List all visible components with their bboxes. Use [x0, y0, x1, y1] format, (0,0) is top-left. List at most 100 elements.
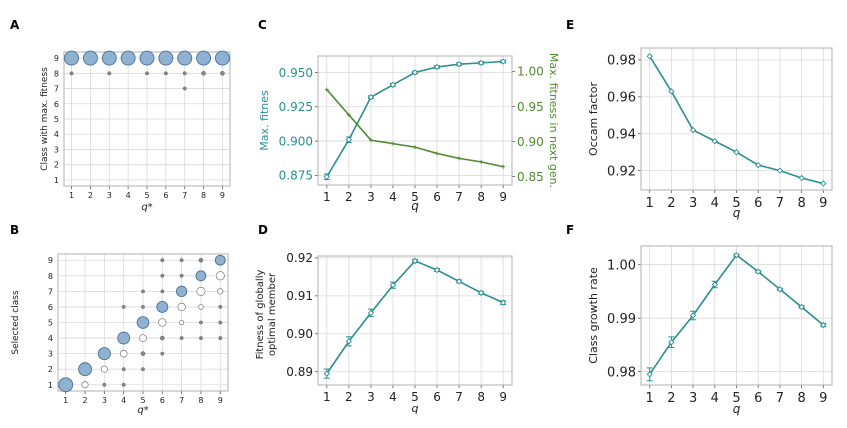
chart-b-point — [196, 286, 206, 296]
chart-b-xtick-label: 2 — [82, 396, 87, 405]
chart-a-point — [101, 50, 117, 66]
chart-b-point — [141, 367, 145, 372]
chart-c-xtick-label: 7 — [455, 190, 463, 204]
chart-d-xtick-label: 9 — [499, 390, 507, 404]
chart-b-point — [78, 362, 92, 377]
chart-a-point — [145, 71, 149, 76]
panel-label-f: F — [566, 223, 574, 237]
chart-c-ytick-label-right: 0.85 — [517, 170, 544, 184]
chart-e-xtick-label: 2 — [667, 196, 675, 211]
chart-c-series-1-marker — [324, 87, 329, 92]
chart-a-xtick-label: 7 — [182, 191, 187, 200]
chart-b-xtick-label: 6 — [160, 396, 165, 405]
chart-f-xtick-label: 3 — [689, 391, 697, 406]
chart-a-point — [139, 50, 155, 66]
chart-c-series-1-marker — [479, 159, 484, 164]
chart-f-xlabel: q — [733, 402, 741, 416]
chart-d-xtick-label: 6 — [433, 390, 441, 404]
chart-b-point — [198, 304, 204, 310]
chart-d-xtick-label: 2 — [345, 390, 353, 404]
chart-c-ytick-label: 0.875 — [279, 169, 313, 183]
chart-b-point — [141, 289, 145, 294]
chart-c-series-1-marker — [390, 141, 395, 146]
chart-d-xtick-label: 7 — [455, 390, 463, 404]
chart-d-series-0-marker — [500, 299, 507, 306]
chart-a-ytick-label: 2 — [54, 161, 59, 170]
chart-b-point — [97, 347, 111, 361]
chart-f-series-0-marker — [798, 303, 805, 311]
chart-b-point — [160, 273, 165, 278]
chart-b-point — [81, 381, 89, 389]
chart-f-series-0-marker — [646, 371, 653, 378]
chart-a-ylabel: Class with max. fitness — [40, 67, 50, 171]
chart-b-point — [199, 320, 203, 325]
chart-f-xtick-label: 2 — [667, 391, 675, 406]
chart-b-ytick-label: 1 — [48, 381, 53, 390]
chart-d-ylabel-line: optimal member — [267, 272, 278, 356]
chart-b-point — [117, 331, 131, 345]
chart-e-xtick-label: 9 — [819, 196, 827, 211]
chart-d-series-0-marker — [345, 338, 353, 345]
chart-b-ytick-label: 4 — [48, 334, 53, 343]
chart-e-ylabel: Occam factor — [587, 82, 600, 156]
chart-d-xtick-label: 4 — [389, 390, 397, 404]
chart-e-ytick-label: 0.92 — [607, 164, 636, 179]
chart-d-series-0-marker — [411, 257, 419, 265]
chart-c-xtick-label: 5 — [411, 190, 419, 204]
chart-f-ylabel: Class growth rate — [587, 267, 600, 364]
chart-d-ylabel-line: Fitness of globally — [255, 270, 266, 360]
chart-a-point — [82, 50, 98, 66]
chart-b-point — [179, 336, 184, 340]
chart-d-ytick-label: 0.92 — [286, 251, 313, 265]
chart-a-point — [120, 50, 136, 66]
chart-a-point — [177, 50, 193, 66]
chart-b-point — [156, 300, 169, 313]
chart-c-xtick-label: 9 — [499, 190, 507, 204]
chart-d-series-0-marker — [367, 309, 375, 317]
chart-c-xtick-label: 1 — [323, 190, 331, 204]
chart-b-point — [198, 257, 204, 263]
chart-b-point — [175, 285, 188, 298]
chart-a-xtick-label: 5 — [144, 191, 149, 200]
chart-b-point — [121, 367, 126, 372]
chart-a-xtick-label: 3 — [107, 191, 112, 200]
chart-c-series-1-marker — [457, 156, 462, 161]
chart-b-xtick-label: 7 — [179, 396, 184, 405]
chart-a: 1 2 3 4 5 6 7 8 9 1 2 3 4 5 6 7 8 9 q* Class with max. fitn… — [40, 50, 231, 213]
chart-e-frame — [640, 47, 833, 191]
chart-b-point — [218, 336, 223, 340]
chart-b-point — [159, 335, 165, 341]
chart-d-ytick-label: 0.89 — [286, 365, 313, 379]
chart-c-xtick-label: 2 — [345, 190, 353, 204]
chart-a-xtick-label: 2 — [88, 191, 93, 200]
chart-f-series-0-marker — [668, 339, 675, 346]
chart-b-point — [121, 305, 126, 309]
chart-b-ytick-label: 8 — [48, 272, 53, 281]
chart-b-point — [158, 318, 167, 327]
chart-b-ytick-label: 2 — [48, 365, 53, 374]
chart-d-xlabel: q — [412, 402, 419, 415]
chart-a-xtick-label: 8 — [201, 191, 206, 200]
chart-d-series-0-marker — [389, 282, 397, 289]
chart-b-point — [177, 302, 186, 312]
chart-a-point — [182, 86, 187, 91]
chart-d-ylabel: Fitness of globallyoptimal member — [255, 270, 278, 360]
chart-f-series-0-marker — [689, 312, 697, 319]
chart-b-ytick-label: 3 — [48, 350, 53, 359]
chart-e-xtick-label: 8 — [797, 196, 805, 211]
chart-b-point — [179, 319, 185, 326]
chart-f-xtick-label: 7 — [776, 391, 784, 406]
chart-d: 0.89 0.90 0.91 0.92 1 2 3 4 5 6 7 8 9 q Fitness of glo… — [255, 251, 513, 415]
chart-e-series-0-marker — [711, 137, 718, 145]
chart-a-ytick-label: 8 — [54, 69, 59, 78]
chart-c-series-0-marker — [323, 173, 330, 180]
chart-c-frame — [317, 55, 513, 186]
chart-b-point — [179, 273, 184, 278]
chart-e-xtick-label: 4 — [711, 196, 719, 211]
chart-b-point — [102, 382, 107, 387]
chart-d-series-0-marker — [323, 370, 330, 377]
chart-b-xlabel: q* — [137, 405, 148, 416]
chart-b-point — [195, 270, 207, 282]
